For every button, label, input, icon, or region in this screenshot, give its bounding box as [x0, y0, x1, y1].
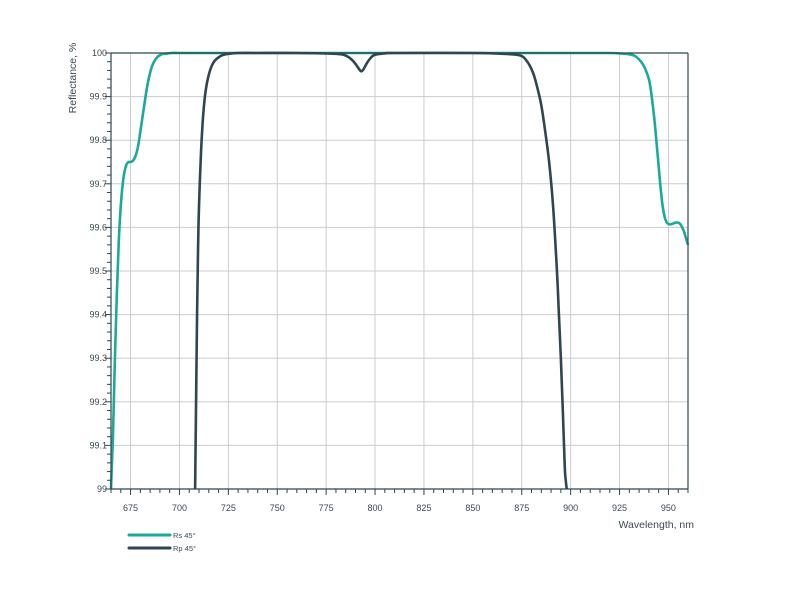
- y-tick-label: 99.9: [89, 92, 107, 102]
- axes: [105, 52, 689, 495]
- y-tick-label: 99.8: [89, 135, 107, 145]
- y-tick-label: 99.5: [89, 266, 107, 276]
- series-line-rp: [193, 51, 569, 490]
- x-tick-label: 925: [612, 503, 627, 513]
- y-tick-label: 99.6: [89, 222, 107, 232]
- y-tick-label: 99.7: [89, 179, 107, 189]
- x-tick-label: 750: [270, 503, 285, 513]
- legend-label-rs: Rs 45°: [173, 531, 196, 540]
- y-tick-label: 100: [92, 48, 107, 58]
- x-tick-label: 825: [416, 503, 431, 513]
- x-tick-label: 700: [172, 503, 187, 513]
- y-tick-label: 99.2: [89, 397, 107, 407]
- x-tick-label: 775: [319, 503, 334, 513]
- y-axis-title: Reflectance, %: [67, 43, 79, 114]
- y-tick-label: 99.3: [89, 353, 107, 363]
- x-axis-title: Wavelength, nm: [619, 519, 695, 531]
- legend: Rs 45° Rp 45°: [127, 531, 196, 553]
- y-tick-label: 99.4: [89, 310, 107, 320]
- x-tick-label: 850: [465, 503, 480, 513]
- legend-label-rp: Rp 45°: [173, 544, 196, 553]
- x-tick-label: 875: [514, 503, 529, 513]
- x-tick-label: 725: [221, 503, 236, 513]
- x-tick-label: 675: [123, 503, 138, 513]
- x-tick-label: 900: [563, 503, 578, 513]
- y-tick-label: 99.1: [89, 440, 107, 450]
- tick-labels: 675 700 725 750 775 800 825 850 875 900 925 950 99 99…: [89, 48, 675, 513]
- x-tick-label: 950: [661, 503, 676, 513]
- x-tick-label: 800: [368, 503, 383, 513]
- y-tick-label: 99: [97, 484, 107, 494]
